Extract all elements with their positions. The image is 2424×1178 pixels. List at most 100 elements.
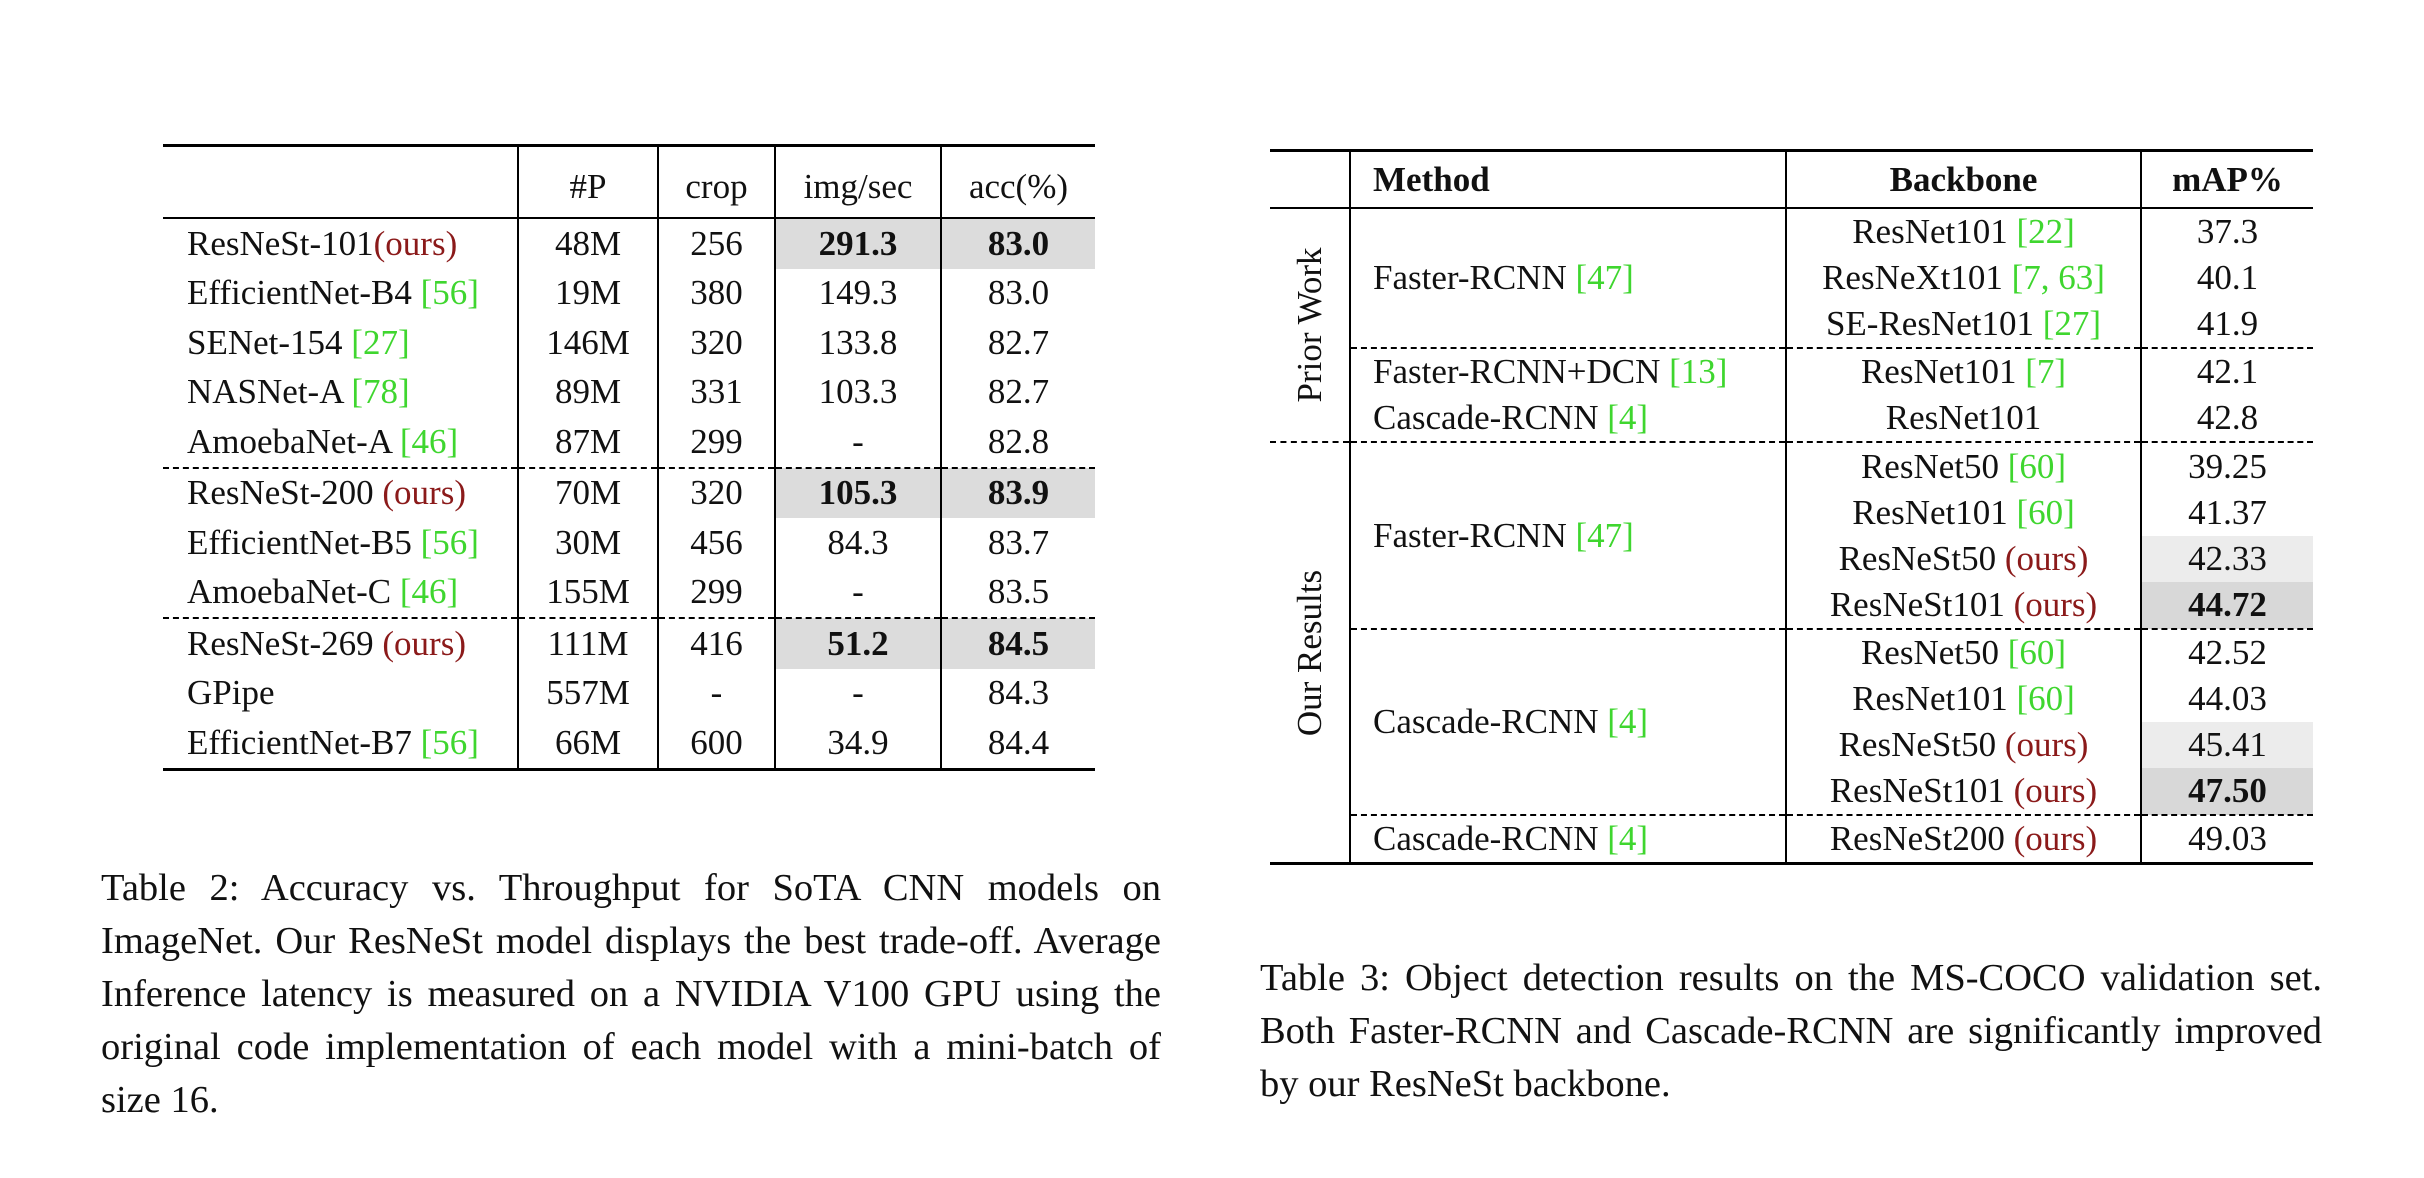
crop-cell: 256: [657, 218, 775, 269]
backbone-cell: ResNet50 [60]: [1785, 627, 2141, 676]
header-crop: crop: [657, 145, 775, 219]
method-cell: Cascade-RCNN [4]: [1349, 627, 1786, 816]
imagenet-results-table: #P crop img/sec acc(%) ResNeSt-101(ours)…: [163, 144, 1095, 771]
header-cell: [163, 145, 518, 219]
crop-cell: 331: [657, 367, 775, 417]
table-row: ResNeSt-200 (ours) 70M 320 105.3 83.9: [163, 466, 1095, 518]
backbone-cell: SE-ResNet101 [27]: [1785, 301, 2141, 349]
map-cell: 44.72: [2140, 581, 2313, 629]
params-cell: 19M: [517, 268, 658, 318]
params-cell: 87M: [517, 417, 658, 468]
map-cell: 45.41: [2140, 722, 2313, 769]
backbone-cell: ResNet101 [60]: [1785, 675, 2141, 723]
img-sec-cell: -: [774, 567, 941, 618]
table-header-row: Method Backbone mAP%: [1270, 150, 2313, 209]
acc-cell: 83.9: [940, 466, 1095, 518]
method-cell: Cascade-RCNN [4]: [1349, 395, 1786, 443]
table-row: ResNeXt101 [7, 63] 40.1: [1270, 255, 2313, 302]
header-img-sec: img/sec: [774, 145, 941, 219]
params-cell: 30M: [517, 518, 658, 568]
crop-cell: 456: [657, 518, 775, 568]
params-cell: 89M: [517, 367, 658, 417]
map-cell: 40.1: [2140, 255, 2313, 302]
table-row: EfficientNet-B4 [56] 19M 380 149.3 83.0: [163, 268, 1095, 318]
backbone-cell: ResNeXt101 [7, 63]: [1785, 255, 2141, 302]
header-params: #P: [517, 145, 658, 219]
img-sec-cell: -: [774, 417, 941, 468]
table-row: Faster-RCNN+DCN [13] ResNet101 [7] 42.1: [1270, 347, 2313, 396]
table-row: AmoebaNet-A [46] 87M 299 - 82.8: [163, 417, 1095, 468]
model-name: EfficientNet-B5 [56]: [187, 522, 479, 562]
method-cell: Cascade-RCNN [4]: [1349, 814, 1786, 864]
table-row: Cascade-RCNN [4] ResNet50 [60] 42.52: [1270, 627, 2313, 816]
table-row: NASNet-A [78] 89M 331 103.3 82.7: [163, 367, 1095, 417]
table-row: SE-ResNet101 [27] 41.9: [1270, 301, 2313, 349]
img-sec-cell: 105.3: [774, 466, 941, 518]
object-detection-table: Method Backbone mAP% Prior Work Faster-R…: [1270, 149, 2313, 866]
img-sec-cell: 51.2: [774, 617, 941, 669]
model-name: ResNeSt-269 (ours): [163, 617, 518, 669]
map-cell: 42.33: [2140, 535, 2313, 582]
model-name: ResNeSt-101(ours): [187, 223, 458, 263]
crop-cell: -: [657, 668, 775, 718]
table-row: EfficientNet-B5 [56] 30M 456 84.3 83.7: [163, 518, 1095, 568]
header-method: Method: [1349, 150, 1786, 209]
table-row: Our Results Faster-RCNN [47] ResNet50 [6…: [1270, 441, 2313, 864]
map-cell: 41.9: [2140, 301, 2313, 349]
img-sec-cell: 84.3: [774, 518, 941, 568]
model-name: EfficientNet-B4 [56]: [187, 273, 479, 313]
model-name: NASNet-A [78]: [187, 372, 410, 412]
params-cell: 66M: [517, 718, 658, 769]
map-cell: 44.03: [2140, 675, 2313, 723]
backbone-cell: ResNet101 [7]: [1785, 347, 2141, 396]
model-name: ResNeSt-200 (ours): [163, 466, 518, 518]
table-row: Cascade-RCNN [4] ResNet101 42.8: [1270, 395, 2313, 443]
crop-cell: 320: [657, 466, 775, 518]
table-row: AmoebaNet-C [46] 155M 299 - 83.5: [163, 567, 1095, 618]
table-row: ResNeSt50 (ours) 42.33: [1270, 535, 2313, 582]
model-name: AmoebaNet-C [46]: [187, 572, 459, 612]
params-cell: 70M: [517, 466, 658, 518]
table-row: ResNeSt50 (ours) 45.41: [1270, 722, 2313, 769]
table-row: ResNeSt-101(ours) 48M 256 291.3 83.0: [163, 218, 1095, 269]
table-row: ResNeSt101 (ours) 44.72: [1270, 581, 2313, 629]
backbone-cell: ResNeSt50 (ours): [1785, 722, 2141, 769]
acc-cell: 84.3: [940, 668, 1095, 718]
backbone-cell: ResNeSt200 (ours): [1785, 814, 2141, 864]
crop-cell: 299: [657, 417, 775, 468]
map-cell: 42.1: [2140, 347, 2313, 396]
params-cell: 111M: [517, 617, 658, 669]
acc-cell: 82.8: [940, 417, 1095, 468]
map-cell: 47.50: [2140, 768, 2313, 816]
method-cell: Faster-RCNN+DCN [13]: [1349, 347, 1786, 396]
crop-cell: 380: [657, 268, 775, 318]
model-name: GPipe: [187, 673, 275, 713]
model-name: AmoebaNet-A [46]: [187, 421, 459, 461]
acc-cell: 82.7: [940, 367, 1095, 417]
backbone-cell: ResNet101 [60]: [1785, 489, 2141, 536]
group-label-our-results: Our Results: [1270, 441, 1350, 864]
table-2-caption: Table 2: Accuracy vs. Throughput for SoT…: [101, 867, 1161, 1121]
params-cell: 155M: [517, 567, 658, 618]
backbone-cell: ResNeSt50 (ours): [1785, 535, 2141, 582]
map-cell: 42.52: [2140, 627, 2313, 676]
group-label-prior-work: Prior Work: [1289, 247, 1329, 403]
method-cell: Faster-RCNN [47]: [1349, 441, 1786, 629]
backbone-cell: ResNet50 [60]: [1785, 441, 2141, 490]
img-sec-cell: 133.8: [774, 318, 941, 368]
map-cell: 49.03: [2140, 814, 2313, 864]
header-backbone: Backbone: [1785, 150, 2141, 209]
map-cell: 41.37: [2140, 489, 2313, 536]
map-cell: 39.25: [2140, 441, 2313, 490]
backbone-cell: ResNeSt101 (ours): [1785, 768, 2141, 816]
table-row: Prior Work Faster-RCNN [47] ResNet101 [2…: [1270, 208, 2313, 403]
table-row: EfficientNet-B7 [56] 66M 600 34.9 84.4: [163, 718, 1095, 769]
img-sec-cell: 149.3: [774, 268, 941, 318]
table-3-caption: Table 3: Object detection results on the…: [1260, 957, 2322, 1105]
backbone-cell: ResNet101: [1785, 395, 2141, 443]
table-row: ResNet101 [60] 41.37: [1270, 489, 2313, 536]
table-header-row: #P crop img/sec acc(%): [163, 145, 1095, 219]
acc-cell: 83.7: [940, 518, 1095, 568]
params-cell: 48M: [517, 218, 658, 269]
acc-cell: 84.5: [940, 617, 1095, 669]
